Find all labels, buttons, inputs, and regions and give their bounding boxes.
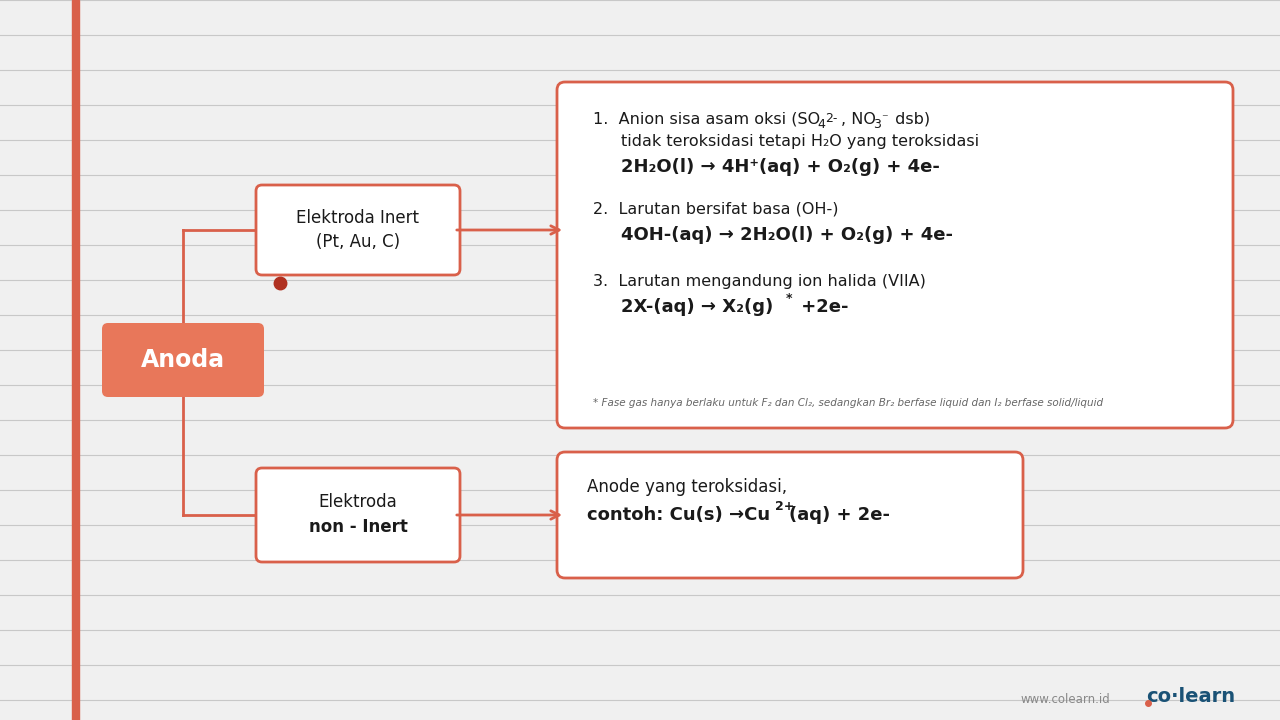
FancyBboxPatch shape xyxy=(256,185,460,275)
Text: (aq) + 2e-: (aq) + 2e- xyxy=(788,506,890,524)
Text: *: * xyxy=(786,292,792,305)
Text: www.colearn.id: www.colearn.id xyxy=(1020,693,1110,706)
FancyBboxPatch shape xyxy=(557,82,1233,428)
FancyBboxPatch shape xyxy=(102,323,264,397)
Text: 2H₂O(l) → 4H⁺(aq) + O₂(g) + 4e-: 2H₂O(l) → 4H⁺(aq) + O₂(g) + 4e- xyxy=(621,158,940,176)
FancyBboxPatch shape xyxy=(557,452,1023,578)
Text: +2e-: +2e- xyxy=(795,298,849,316)
Text: Anode yang teroksidasi,: Anode yang teroksidasi, xyxy=(588,478,787,496)
Text: 2.  Larutan bersifat basa (OH-): 2. Larutan bersifat basa (OH-) xyxy=(593,202,838,217)
Text: 3.  Larutan mengandung ion halida (VIIA): 3. Larutan mengandung ion halida (VIIA) xyxy=(593,274,925,289)
Text: 3: 3 xyxy=(873,118,881,131)
Text: 4: 4 xyxy=(817,118,824,131)
Text: ⁻: ⁻ xyxy=(881,112,887,125)
Bar xyxy=(72,0,79,720)
Text: tidak teroksidasi tetapi H₂O yang teroksidasi: tidak teroksidasi tetapi H₂O yang teroks… xyxy=(621,134,979,149)
Text: contoh: Cu(s) →Cu: contoh: Cu(s) →Cu xyxy=(588,506,771,524)
Text: 4OH-(aq) → 2H₂O(l) + O₂(g) + 4e-: 4OH-(aq) → 2H₂O(l) + O₂(g) + 4e- xyxy=(621,226,954,244)
Text: Elektroda Inert: Elektroda Inert xyxy=(297,209,420,227)
Text: 2+: 2+ xyxy=(774,500,795,513)
Text: (Pt, Au, C): (Pt, Au, C) xyxy=(316,233,401,251)
FancyBboxPatch shape xyxy=(256,468,460,562)
Text: * Fase gas hanya berlaku untuk F₂ dan Cl₂, sedangkan Br₂ berfase liquid dan I₂ b: * Fase gas hanya berlaku untuk F₂ dan Cl… xyxy=(593,398,1103,408)
Text: Anoda: Anoda xyxy=(141,348,225,372)
Text: 1.  Anion sisa asam oksi (SO: 1. Anion sisa asam oksi (SO xyxy=(593,112,820,127)
Text: , NO: , NO xyxy=(841,112,876,127)
Text: 2X-(aq) → X₂(g): 2X-(aq) → X₂(g) xyxy=(621,298,773,316)
Text: non - Inert: non - Inert xyxy=(308,518,407,536)
Text: 2-: 2- xyxy=(826,112,837,125)
Text: dsb): dsb) xyxy=(890,112,931,127)
Text: co·learn: co·learn xyxy=(1146,687,1235,706)
Text: Elektroda: Elektroda xyxy=(319,493,397,511)
